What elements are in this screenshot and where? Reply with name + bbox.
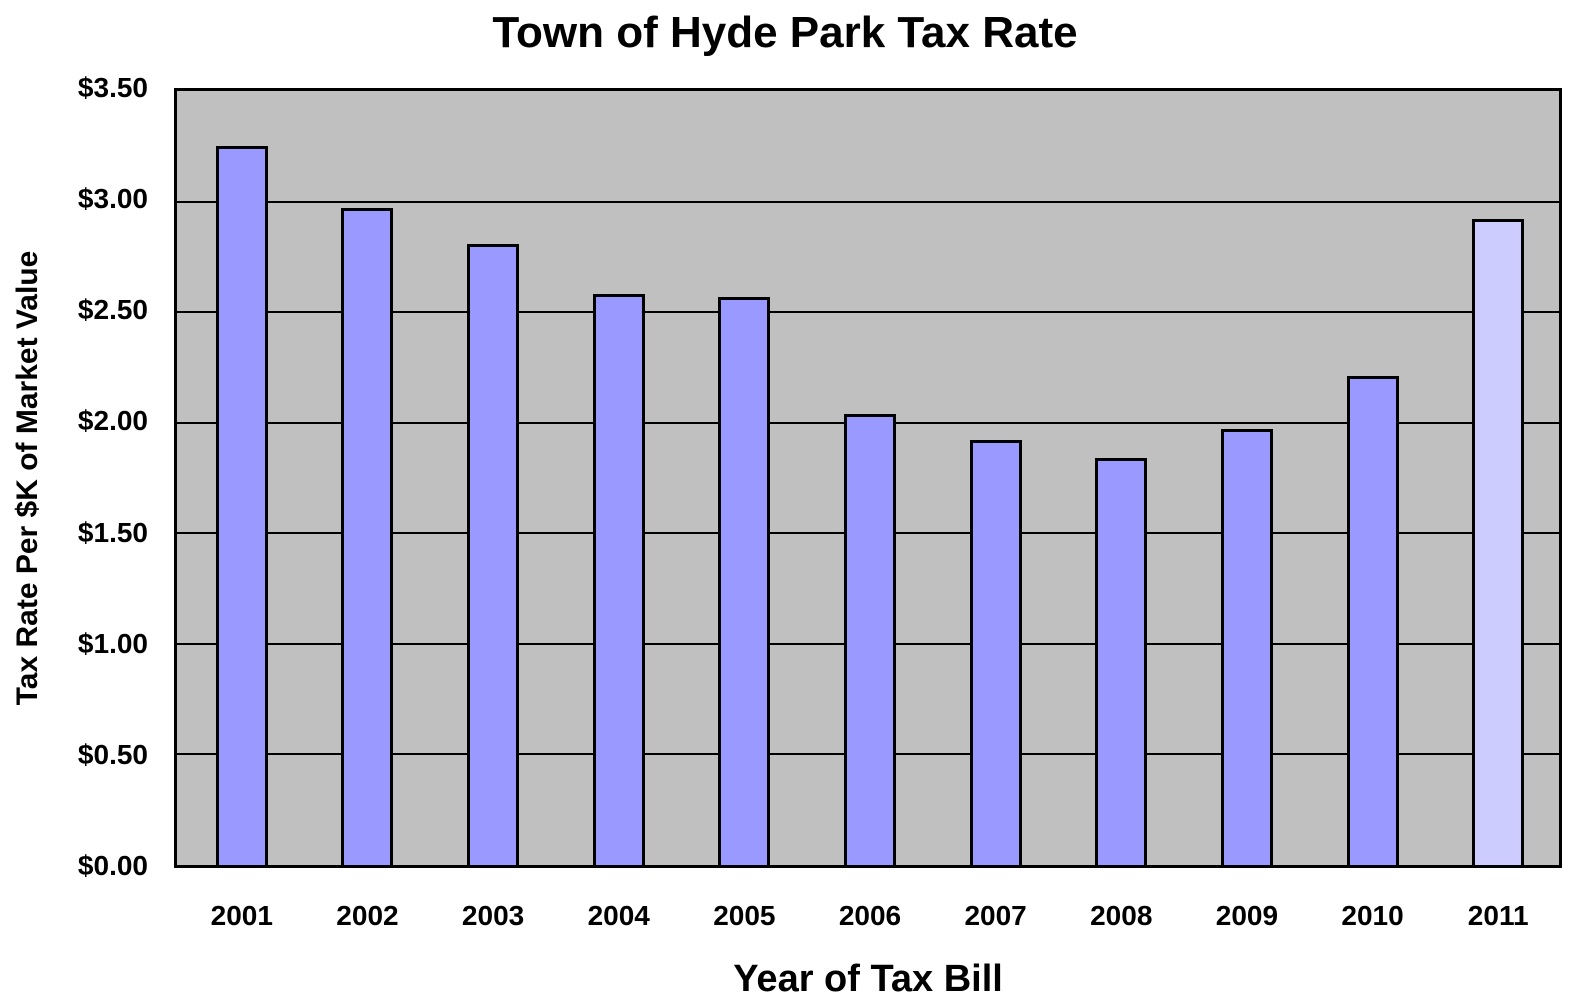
bar-2006 [844,413,896,868]
x-tick-label: 2002 [336,900,399,931]
x-tick-label: 2009 [1215,900,1279,931]
gridline [177,200,1559,203]
bar-2007 [969,440,1022,868]
bar-2010 [1346,376,1399,868]
bar-2004 [592,294,645,868]
bar-2002 [341,208,394,868]
y-tick-label: $0.50 [77,738,148,770]
y-tick-label: $3.50 [77,72,148,103]
chart-title: Town of Hyde Park Tax Rate [492,8,1078,57]
x-axis-label: Year of Tax Bill [733,958,1003,1000]
x-tick-label: 2011 [1467,900,1529,931]
x-tick-label: 2010 [1341,900,1404,931]
y-tick-label: $0.00 [77,850,148,881]
y-tick-label: $2.50 [77,294,148,326]
x-tick-label: 2001 [210,900,273,931]
bar-2008 [1095,458,1148,868]
bar-2001 [215,146,268,868]
x-tick-label: 2007 [964,900,1027,931]
bar-2009 [1220,429,1273,868]
bar-2005 [718,296,771,868]
bar-2003 [467,243,520,868]
x-tick-label: 2004 [587,900,650,931]
y-tick-label: $3.00 [77,183,148,215]
y-tick-label: $1.00 [77,627,148,659]
gridline [177,311,1559,314]
plot-area [174,88,1562,868]
x-tick-label: 2003 [461,900,525,931]
x-tick-label: 2005 [713,900,776,931]
y-tick-label: $1.50 [77,516,148,548]
y-tick-label: $2.00 [77,405,148,437]
x-tick-label: 2008 [1090,900,1153,931]
x-tick-label: 2006 [838,900,902,931]
bar-2011 [1472,219,1525,868]
